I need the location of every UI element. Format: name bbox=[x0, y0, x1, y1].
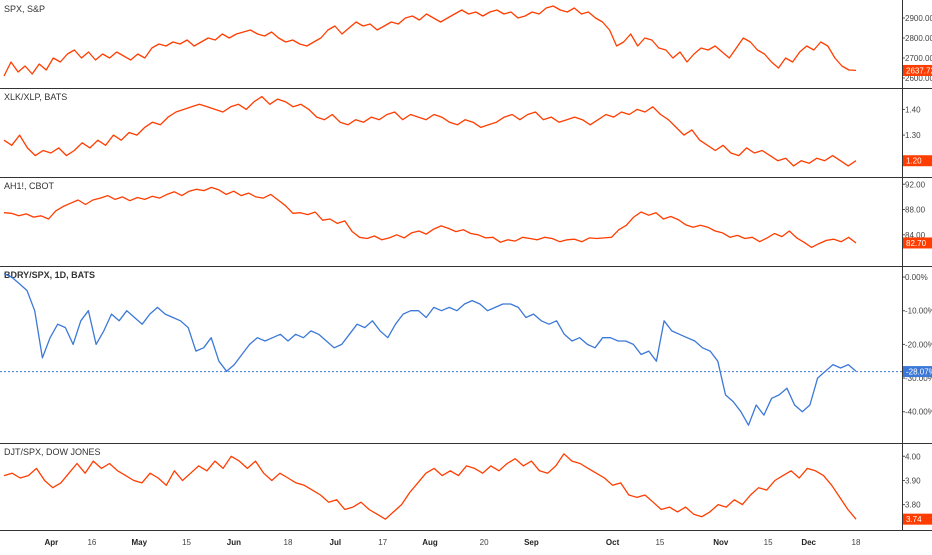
last-value-label: -28.07% bbox=[906, 368, 932, 377]
x-tick-label: Oct bbox=[606, 538, 620, 547]
x-tick-label: Jul bbox=[330, 538, 342, 547]
last-value-label: 3.74 bbox=[906, 515, 922, 524]
series-line bbox=[3, 95, 857, 167]
last-value-label: 82.70 bbox=[906, 239, 927, 248]
y-tick-label: 88.00 bbox=[905, 206, 926, 215]
x-tick-label: Sep bbox=[524, 538, 539, 547]
y-tick-label: 1.40 bbox=[905, 105, 921, 114]
x-tick-label: Nov bbox=[713, 538, 729, 547]
chart-pane-1: SPX, S&P 2600.00 2700.00 2800.00 2900.00 2637… bbox=[3, 4, 932, 83]
y-tick-label: 2600.00 bbox=[905, 74, 932, 83]
chart-pane-5: DJT/SPX, DOW JONES 3.80 3.90 4.00 3.74 bbox=[3, 447, 932, 525]
last-value-label: 1.20 bbox=[906, 157, 922, 166]
x-tick-label: Jun bbox=[227, 538, 241, 547]
y-tick-label: -10.00% bbox=[905, 307, 932, 316]
y-tick-label: -40.00% bbox=[905, 408, 932, 417]
y-tick-label: 4.00 bbox=[905, 452, 921, 461]
series-line bbox=[3, 273, 857, 426]
x-tick-label: Dec bbox=[801, 538, 816, 547]
x-tick-label: 16 bbox=[87, 538, 96, 547]
last-value-badge bbox=[903, 64, 932, 76]
pane-title: AH1!, CBOT bbox=[4, 181, 55, 191]
y-tick-label: 3.90 bbox=[905, 476, 921, 485]
x-tick-label: 15 bbox=[764, 538, 773, 547]
x-tick-label: 18 bbox=[852, 538, 861, 547]
y-tick-label: 92.00 bbox=[905, 180, 926, 189]
pane-title: BDRY/SPX, 1D, BATS bbox=[4, 270, 95, 280]
last-value-badge bbox=[903, 366, 932, 378]
x-tick-label: 18 bbox=[284, 538, 293, 547]
last-value-badge bbox=[903, 155, 932, 167]
x-tick-label: Apr bbox=[44, 538, 58, 547]
x-tick-label: 15 bbox=[655, 538, 664, 547]
series-line bbox=[3, 5, 857, 77]
chart-pane-2: XLK/XLP, BATS 1.30 1.40 1.20 bbox=[3, 92, 932, 167]
x-tick-label: 20 bbox=[480, 538, 489, 547]
pane-title: DJT/SPX, DOW JONES bbox=[4, 447, 101, 457]
time-axis: Apr 16 May 15 Jun 18 Jul 17 Aug 20 Sep Oct 15 Nov 15 De… bbox=[44, 538, 861, 547]
y-tick-label: 2800.00 bbox=[905, 34, 932, 43]
series-line bbox=[3, 453, 857, 520]
y-tick-label: 0.00% bbox=[905, 273, 928, 282]
chart-pane-3: AH1!, CBOT 84.00 88.00 92.00 82.70 bbox=[3, 180, 932, 249]
y-tick-label: 3.80 bbox=[905, 501, 921, 510]
y-tick-label: -30.00% bbox=[905, 374, 932, 383]
y-tick-label: -20.00% bbox=[905, 340, 932, 349]
y-tick-label: 84.00 bbox=[905, 231, 926, 240]
x-tick-label: Aug bbox=[422, 538, 438, 547]
last-value-badge bbox=[903, 237, 932, 249]
x-tick-label: 17 bbox=[378, 538, 387, 547]
last-value-label: 2637.72 bbox=[906, 66, 932, 75]
x-tick-label: May bbox=[131, 538, 147, 547]
x-tick-label: 15 bbox=[182, 538, 191, 547]
pane-title: XLK/XLP, BATS bbox=[4, 92, 67, 102]
y-tick-label: 2700.00 bbox=[905, 54, 932, 63]
series-line bbox=[3, 186, 857, 249]
y-tick-label: 2900.00 bbox=[905, 14, 932, 23]
last-value-badge bbox=[903, 513, 932, 525]
pane-title: SPX, S&P bbox=[4, 4, 45, 14]
y-tick-label: 1.30 bbox=[905, 131, 921, 140]
chart-pane-4: BDRY/SPX, 1D, BATS 0.00% -10.00% -20.00% -30… bbox=[0, 270, 932, 426]
